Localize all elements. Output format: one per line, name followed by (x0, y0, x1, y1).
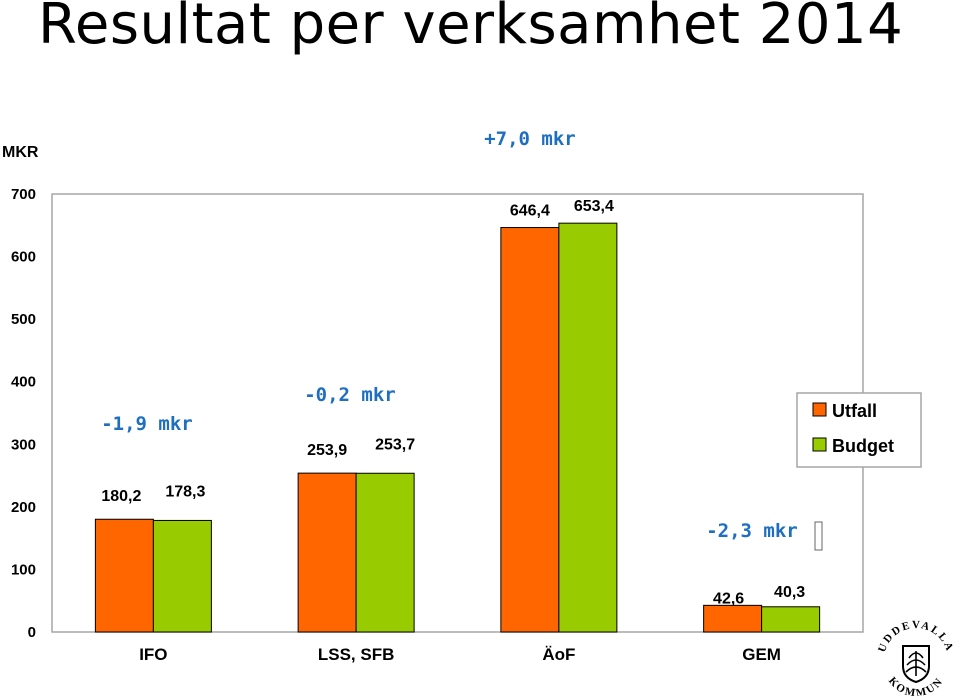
page-title: Resultat per verksamhet 2014 (38, 0, 904, 57)
x-category-label: LSS, SFB (318, 645, 395, 664)
data-label: 653,4 (574, 198, 614, 215)
y-tick-label: 700 (11, 186, 36, 203)
y-tick-label: 300 (11, 436, 36, 453)
x-category-label: ÄoF (542, 645, 575, 664)
legend-swatch-budget (812, 437, 827, 452)
data-label: 253,7 (375, 436, 415, 453)
y-tick-label: 400 (11, 374, 36, 391)
y-tick-label: 200 (11, 499, 36, 516)
bar-budget (355, 472, 415, 633)
data-label: 42,6 (713, 590, 744, 607)
data-label: 180,2 (101, 488, 141, 505)
bar-budget (761, 606, 821, 633)
y-axis-label: MKR (2, 144, 39, 161)
bar-budget (558, 222, 618, 633)
legend-label-utfall: Utfall (832, 401, 877, 421)
bar-utfall (500, 227, 560, 633)
bar-budget (152, 519, 212, 633)
y-tick-label: 100 (11, 561, 36, 578)
difference-annotation: -0,2 mkr (304, 384, 396, 406)
bar-utfall (703, 604, 763, 633)
bar-utfall (94, 518, 154, 633)
bar-utfall (297, 472, 357, 633)
legend-swatch-utfall (812, 402, 827, 417)
legend-label-budget: Budget (832, 436, 894, 456)
data-label: 178,3 (165, 483, 205, 500)
tree-icon (905, 651, 927, 676)
placeholder-box (814, 521, 823, 551)
x-category-label: IFO (139, 645, 167, 664)
data-label: 40,3 (774, 584, 805, 601)
data-label: 253,9 (307, 442, 347, 459)
difference-annotation: -1,9 mkr (101, 413, 193, 435)
x-category-label: GEM (742, 645, 781, 664)
y-tick-label: 500 (11, 311, 36, 328)
uddevalla-logo: UDDEVALLA KOMMUN (876, 619, 954, 696)
difference-annotation: -2,3 mkr (706, 520, 798, 542)
difference-annotation: +7,0 mkr (484, 128, 576, 150)
y-tick-label: 0 (28, 624, 36, 641)
data-label: 646,4 (510, 203, 550, 220)
y-tick-label: 600 (11, 249, 36, 266)
